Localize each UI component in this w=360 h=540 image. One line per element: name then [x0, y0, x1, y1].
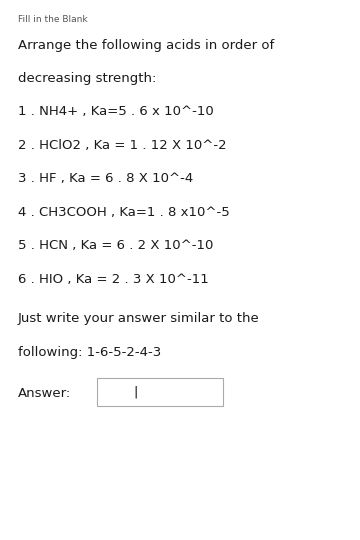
Text: 4 . CH3COOH , Ka=1 . 8 x10^-5: 4 . CH3COOH , Ka=1 . 8 x10^-5 — [18, 206, 230, 219]
Text: 2 . HClO2 , Ka = 1 . 12 X 10^-2: 2 . HClO2 , Ka = 1 . 12 X 10^-2 — [18, 139, 227, 152]
Text: following: 1-6-5-2-4-3: following: 1-6-5-2-4-3 — [18, 346, 161, 359]
Text: 6 . HIO , Ka = 2 . 3 X 10^-11: 6 . HIO , Ka = 2 . 3 X 10^-11 — [18, 273, 209, 286]
Text: decreasing strength:: decreasing strength: — [18, 72, 156, 85]
Text: 3 . HF , Ka = 6 . 8 X 10^-4: 3 . HF , Ka = 6 . 8 X 10^-4 — [18, 172, 193, 185]
Text: Answer:: Answer: — [18, 387, 71, 400]
Text: |: | — [133, 386, 138, 399]
Text: 1 . NH4+ , Ka=5 . 6 x 10^-10: 1 . NH4+ , Ka=5 . 6 x 10^-10 — [18, 105, 214, 118]
FancyBboxPatch shape — [97, 378, 223, 406]
Text: Arrange the following acids in order of: Arrange the following acids in order of — [18, 39, 274, 52]
Text: Fill in the Blank: Fill in the Blank — [18, 15, 87, 24]
Text: 5 . HCN , Ka = 6 . 2 X 10^-10: 5 . HCN , Ka = 6 . 2 X 10^-10 — [18, 239, 213, 252]
Text: Just write your answer similar to the: Just write your answer similar to the — [18, 312, 260, 325]
